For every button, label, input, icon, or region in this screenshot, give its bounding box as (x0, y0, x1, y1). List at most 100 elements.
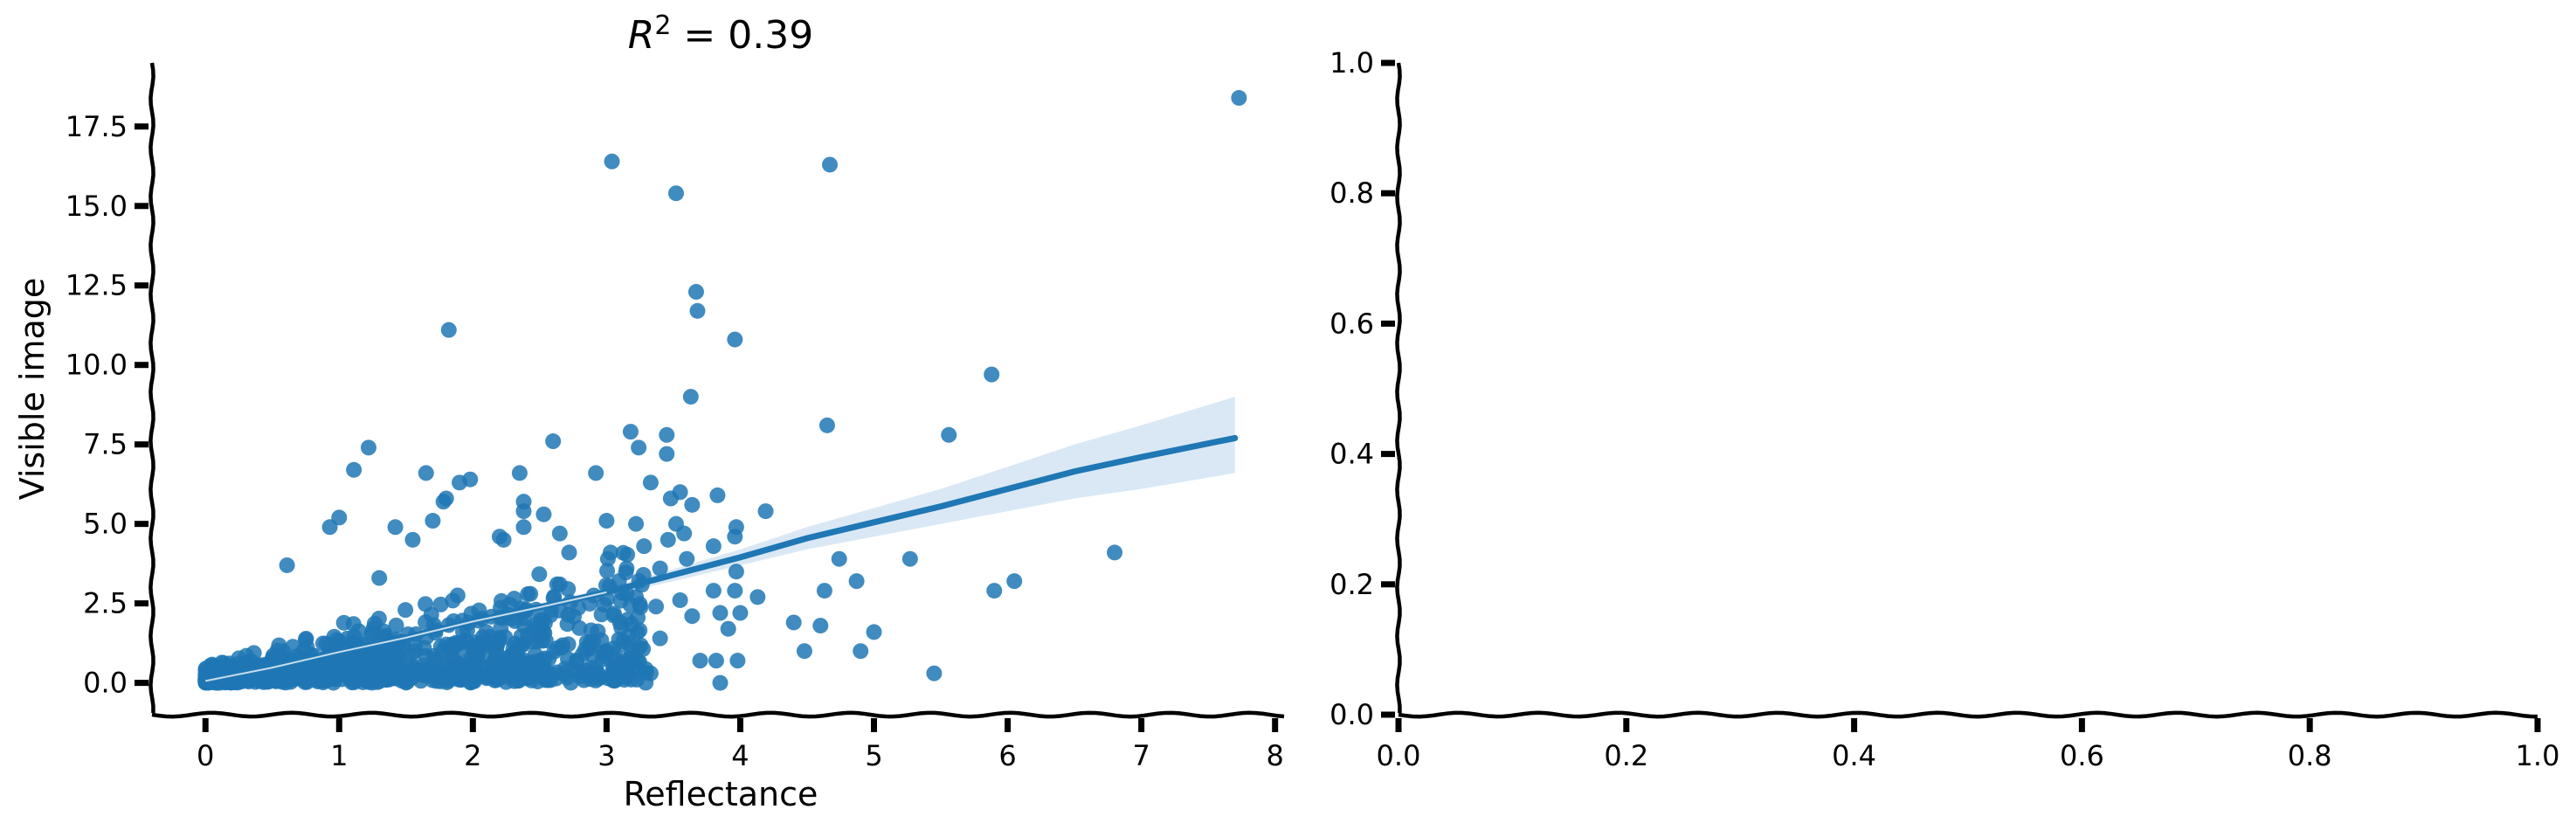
x-tick-label: 0.4 (1832, 739, 1876, 772)
data-point (397, 602, 414, 619)
data-point (388, 617, 404, 633)
data-point (321, 519, 338, 536)
regression-line-highlight (205, 591, 607, 682)
data-point (642, 474, 659, 491)
y-tick-label: 7.5 (83, 428, 128, 461)
data-point (1006, 573, 1023, 590)
data-point (593, 632, 610, 648)
data-point (559, 616, 576, 633)
x-tick-label: 0.6 (2060, 739, 2104, 772)
data-point (531, 566, 548, 583)
data-point (659, 446, 675, 462)
data-point (314, 664, 331, 681)
data-point (387, 519, 404, 536)
x-axis-line (1398, 710, 2538, 719)
regression-line (202, 434, 1239, 684)
x-ticks: 0.0 0.2 0.4 0.6 0.8 1.0 (1377, 718, 2560, 772)
data-point (501, 596, 518, 612)
data-point (432, 596, 449, 612)
chart-title: R2 = 0.39 (628, 10, 813, 58)
data-point (515, 503, 532, 520)
x-tick-label: 0.2 (1604, 739, 1648, 772)
data-point (360, 439, 376, 456)
x-tick-label: 1.0 (2516, 739, 2560, 772)
data-point (298, 673, 314, 689)
data-point (495, 531, 512, 548)
data-point (346, 461, 363, 478)
data-point (452, 474, 468, 491)
data-point (558, 669, 575, 686)
data-point (599, 563, 616, 579)
data-point (404, 531, 421, 548)
y-tick-label: 0.6 (1329, 307, 1374, 340)
data-point (622, 424, 639, 440)
data-point (577, 641, 594, 658)
data-point (381, 671, 397, 688)
data-point (812, 618, 829, 634)
data-point (728, 564, 744, 580)
y-ticks: 0.0 0.2 0.4 0.6 0.8 1.0 (1329, 46, 1395, 731)
data-point (279, 557, 295, 573)
data-point (635, 640, 652, 657)
x-ticks: 0 1 2 3 4 5 6 7 8 (197, 718, 1284, 772)
data-point (1107, 544, 1123, 561)
data-point (455, 670, 472, 687)
data-point (866, 624, 882, 640)
empty-chart-right: 0.0 0.2 0.4 0.6 0.8 1.0 0.0 0.2 0.4 0.6 0.8 1.0 (1329, 46, 2559, 772)
data-point (285, 671, 301, 688)
data-point (708, 653, 724, 669)
data-point (515, 519, 532, 536)
data-point (549, 640, 565, 656)
data-point (528, 615, 545, 632)
data-point (636, 538, 653, 555)
x-tick-label: 1 (330, 739, 348, 772)
data-point (848, 573, 865, 590)
data-point (298, 630, 314, 647)
data-point (720, 620, 736, 637)
data-point (652, 560, 668, 577)
data-point (628, 515, 645, 532)
data-point (818, 417, 835, 433)
data-point (712, 605, 729, 621)
data-point (684, 496, 701, 513)
data-point (438, 636, 454, 653)
data-point (335, 614, 352, 631)
x-tick-label: 5 (865, 739, 882, 772)
data-point (387, 653, 404, 669)
data-point (667, 185, 684, 202)
data-point (672, 591, 688, 608)
data-point (604, 640, 621, 657)
x-axis-line (151, 710, 1285, 719)
data-point (506, 673, 522, 689)
data-point (571, 619, 588, 636)
data-point (727, 583, 743, 599)
data-point (599, 550, 616, 567)
y-tick-label: 17.5 (66, 110, 128, 143)
data-point (757, 503, 774, 520)
data-point (598, 513, 615, 529)
data-point (418, 465, 434, 481)
y-tick-label: 0.0 (1329, 698, 1374, 731)
data-point (684, 608, 701, 625)
data-point (1231, 90, 1247, 107)
y-tick-label: 10.0 (66, 349, 128, 382)
scatter-chart-left: R2 = 0.39 Visible image Reflectance 0 1 2 3… (13, 10, 1285, 813)
x-tick-label: 4 (731, 739, 749, 772)
data-point (687, 284, 704, 301)
data-point (631, 439, 647, 456)
y-tick-label: 1.0 (1329, 46, 1374, 80)
data-point (334, 671, 350, 688)
data-point (613, 619, 630, 636)
data-point (588, 465, 604, 481)
y-tick-label: 0.8 (1329, 176, 1374, 210)
data-point (652, 630, 668, 647)
axes (1395, 62, 2538, 719)
y-tick-label: 15.0 (66, 190, 128, 223)
data-point (732, 605, 749, 621)
data-point (901, 550, 918, 567)
data-point (662, 490, 679, 507)
data-point (619, 661, 636, 678)
data-point (615, 544, 632, 561)
x-tick-label: 6 (998, 739, 1016, 772)
data-point (346, 662, 363, 679)
